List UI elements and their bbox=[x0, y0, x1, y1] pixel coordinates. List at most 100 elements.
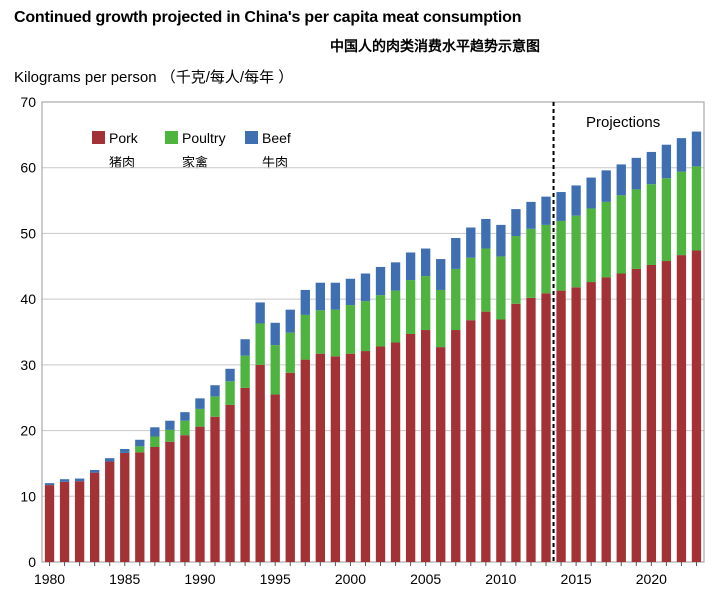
bar-poultry-1995 bbox=[270, 345, 280, 395]
bar-poultry-2020 bbox=[646, 184, 657, 265]
bar-pork-2010 bbox=[496, 319, 506, 562]
bar-beef-1981 bbox=[59, 479, 70, 482]
bar-beef-2007 bbox=[451, 238, 461, 269]
bar-pork-1991 bbox=[210, 416, 220, 562]
x-tick-label: 2000 bbox=[335, 571, 366, 587]
bar-poultry-2022 bbox=[676, 171, 687, 256]
y-tick-label: 30 bbox=[20, 357, 36, 373]
bar-beef-1983 bbox=[89, 470, 100, 473]
y-tick-label: 0 bbox=[28, 554, 36, 570]
bar-pork-2020 bbox=[646, 264, 657, 562]
bar-poultry-2015 bbox=[571, 215, 581, 288]
legend-item-beef: Beef 牛肉 bbox=[245, 130, 291, 171]
bar-beef-2010 bbox=[496, 224, 506, 257]
x-tick-label: 1990 bbox=[184, 571, 215, 587]
bar-beef-1992 bbox=[225, 368, 235, 382]
bar-beef-1994 bbox=[255, 302, 265, 324]
bar-beef-2003 bbox=[390, 262, 401, 291]
bar-beef-2009 bbox=[481, 218, 491, 249]
x-tick-label: 2010 bbox=[485, 571, 516, 587]
plot-frame bbox=[41, 101, 705, 563]
legend-item-pork: Pork 猪肉 bbox=[92, 130, 138, 171]
bar-pork-2011 bbox=[511, 303, 521, 562]
bar-pork-2014 bbox=[556, 290, 566, 562]
bar-poultry-2009 bbox=[481, 248, 491, 312]
bar-poultry-2021 bbox=[661, 178, 672, 262]
bar-beef-1999 bbox=[330, 282, 341, 310]
bar-pork-2023 bbox=[691, 250, 702, 562]
legend-sub-poultry: 家禽 bbox=[182, 155, 209, 170]
bar-poultry-1994 bbox=[255, 323, 265, 365]
bar-pork-2000 bbox=[345, 353, 356, 562]
bar-beef-1989 bbox=[180, 412, 190, 421]
bar-poultry-2012 bbox=[526, 228, 536, 298]
bar-beef-2022 bbox=[676, 138, 687, 172]
bar-pork-2015 bbox=[571, 287, 581, 562]
bar-beef-2005 bbox=[420, 248, 431, 277]
bar-beef-2017 bbox=[601, 170, 611, 202]
bar-poultry-2005 bbox=[420, 276, 431, 331]
bar-pork-2002 bbox=[375, 346, 386, 562]
bar-pork-2005 bbox=[420, 330, 431, 562]
legend-label-beef: Beef bbox=[262, 130, 291, 146]
bar-pork-2022 bbox=[676, 255, 687, 562]
bar-poultry-2013 bbox=[541, 224, 551, 294]
bar-beef-2000 bbox=[345, 278, 356, 306]
bar-beef-2023 bbox=[691, 131, 702, 167]
bar-poultry-2002 bbox=[375, 295, 386, 347]
bar-beef-1984 bbox=[105, 458, 115, 462]
bar-beef-2008 bbox=[466, 227, 476, 258]
bar-poultry-1988 bbox=[165, 429, 175, 442]
bar-pork-1985 bbox=[120, 452, 130, 562]
bar-poultry-1999 bbox=[330, 309, 341, 357]
legend-swatch-beef bbox=[245, 131, 258, 144]
bar-poultry-2019 bbox=[631, 189, 641, 269]
legend-swatch-pork bbox=[92, 131, 105, 144]
x-tick-label: 2015 bbox=[561, 571, 592, 587]
bar-poultry-2003 bbox=[390, 290, 401, 343]
bar-pork-1982 bbox=[74, 481, 85, 562]
bar-poultry-2016 bbox=[586, 208, 596, 283]
bar-pork-2006 bbox=[436, 347, 446, 562]
bar-beef-1985 bbox=[120, 448, 130, 453]
bar-pork-1986 bbox=[135, 452, 145, 562]
bar-poultry-2008 bbox=[466, 257, 476, 321]
legend-label-pork: Pork bbox=[109, 130, 138, 146]
bar-beef-2018 bbox=[616, 164, 626, 196]
bar-pork-1992 bbox=[225, 404, 235, 562]
bar-poultry-1998 bbox=[315, 310, 326, 354]
bar-beef-1980 bbox=[44, 483, 55, 486]
legend-label-poultry: Poultry bbox=[182, 130, 226, 146]
bar-beef-2019 bbox=[631, 157, 641, 190]
bar-pork-2012 bbox=[526, 297, 536, 562]
bar-beef-2006 bbox=[436, 259, 446, 290]
legend-item-poultry: Poultry 家禽 bbox=[165, 130, 226, 171]
y-tick-label: 10 bbox=[20, 488, 36, 504]
x-tick-label: 1985 bbox=[109, 571, 140, 587]
bar-beef-1987 bbox=[150, 427, 160, 437]
bar-beef-1991 bbox=[210, 385, 220, 397]
bar-poultry-1991 bbox=[210, 396, 220, 417]
bar-pork-2001 bbox=[360, 351, 371, 562]
bar-beef-1996 bbox=[285, 309, 295, 333]
bar-pork-1981 bbox=[59, 481, 70, 562]
bar-beef-2020 bbox=[646, 151, 657, 185]
y-tick-label: 40 bbox=[20, 291, 36, 307]
bar-poultry-2014 bbox=[556, 220, 566, 291]
bar-beef-2021 bbox=[661, 144, 672, 179]
bar-pork-1994 bbox=[255, 364, 265, 562]
legend-sub-beef: 牛肉 bbox=[262, 155, 289, 170]
bar-beef-2001 bbox=[360, 273, 371, 302]
bar-pork-2003 bbox=[390, 342, 401, 562]
bar-pork-1993 bbox=[240, 387, 250, 562]
bar-poultry-1989 bbox=[180, 420, 190, 436]
legend-sub-pork: 猪肉 bbox=[109, 155, 136, 170]
bar-beef-1988 bbox=[165, 420, 175, 430]
bar-poultry-2011 bbox=[511, 236, 521, 304]
bar-pork-1996 bbox=[285, 372, 295, 562]
y-tick-label: 60 bbox=[20, 160, 36, 176]
bar-pork-2009 bbox=[481, 311, 491, 562]
bar-poultry-1992 bbox=[225, 381, 235, 405]
bar-pork-1990 bbox=[195, 426, 205, 562]
y-tick-label: 70 bbox=[20, 94, 36, 110]
